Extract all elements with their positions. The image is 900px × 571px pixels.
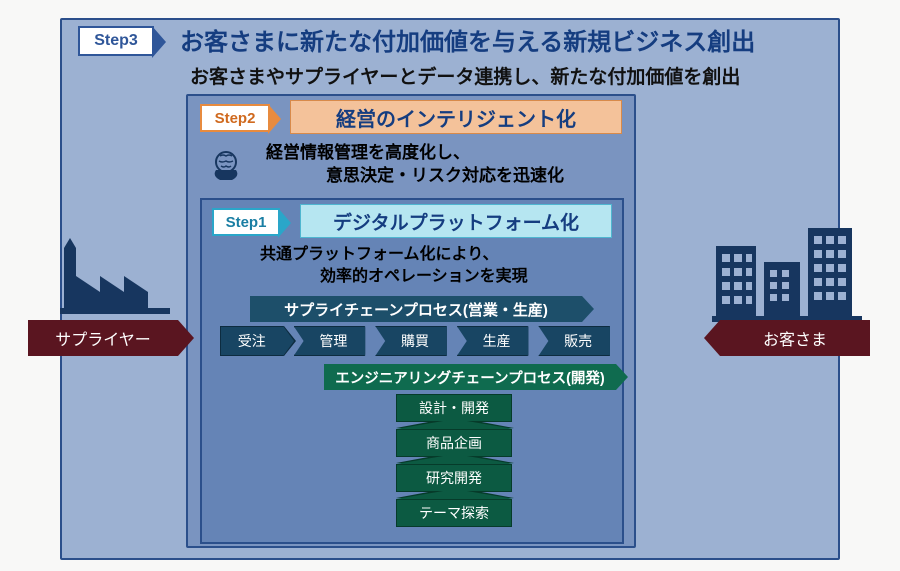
step1-tag: Step1 bbox=[212, 208, 280, 236]
step2-sub-line1: 経営情報管理を高度化し、 bbox=[266, 143, 470, 162]
supply-chain-row: 受注 管理 購買 生産 販売 bbox=[220, 326, 620, 356]
sc-item-0: 受注 bbox=[220, 326, 284, 356]
eng-chain-header-label: エンジニアリングチェーンプロセス(開発) bbox=[324, 364, 616, 390]
step1-sub-line1: 共通プラットフォーム化により、 bbox=[260, 246, 499, 263]
sc-item-1: 管理 bbox=[294, 326, 366, 356]
ec-item-2: 研究開発 bbox=[396, 464, 512, 492]
brain-icon bbox=[206, 146, 246, 186]
customer-banner: お客さま bbox=[720, 320, 870, 356]
step3-tag: Step3 bbox=[78, 26, 154, 56]
step3-subtitle: お客さまやサプライヤーとデータ連携し、新たな付加価値を創出 bbox=[190, 62, 830, 89]
factory-icon bbox=[60, 238, 170, 318]
step2-tag: Step2 bbox=[200, 104, 270, 132]
diagram-root: Step3 お客さまに新たな付加価値を与える新規ビジネス創出 お客さまやサプライ… bbox=[0, 0, 900, 571]
supply-chain-header: サプライチェーンプロセス(営業・生産) bbox=[250, 296, 582, 322]
buildings-icon bbox=[712, 212, 882, 322]
eng-chain-stack: 設計・開発 商品企画 研究開発 テーマ探索 bbox=[396, 394, 512, 534]
ec-item-1: 商品企画 bbox=[396, 429, 512, 457]
ec-item-0: 設計・開発 bbox=[396, 394, 512, 422]
step2-sub-line2: 意思決定・リスク対応を迅速化 bbox=[266, 165, 626, 188]
sc-item-3: 生産 bbox=[457, 326, 529, 356]
step1-sub-line2: 効率的オペレーションを実現 bbox=[260, 266, 620, 288]
eng-chain-header: エンジニアリングチェーンプロセス(開発) bbox=[324, 364, 616, 390]
step3-title: お客さまに新たな付加価値を与える新規ビジネス創出 bbox=[180, 22, 820, 57]
step1-title: デジタルプラットフォーム化 bbox=[300, 204, 612, 238]
supplier-banner: サプライヤー bbox=[28, 320, 178, 356]
step1-subtitle: 共通プラットフォーム化により、 効率的オペレーションを実現 bbox=[260, 244, 620, 287]
supply-chain-header-label: サプライチェーンプロセス(営業・生産) bbox=[250, 296, 582, 322]
step2-title: 経営のインテリジェント化 bbox=[290, 100, 622, 134]
step2-subtitle: 経営情報管理を高度化し、 意思決定・リスク対応を迅速化 bbox=[266, 142, 626, 188]
ec-item-3: テーマ探索 bbox=[396, 499, 512, 527]
sc-item-2: 購買 bbox=[375, 326, 447, 356]
sc-item-4: 販売 bbox=[538, 326, 610, 356]
